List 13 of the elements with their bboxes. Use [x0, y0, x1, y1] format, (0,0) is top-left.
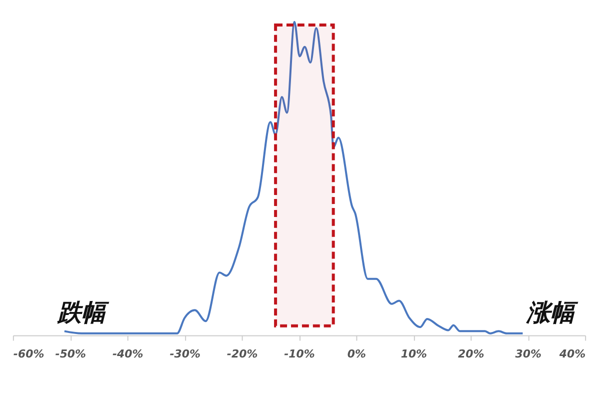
- x-tick-label: 0%: [347, 348, 366, 361]
- x-tick-label: -10%: [284, 348, 315, 361]
- x-tick-label: -20%: [226, 348, 258, 361]
- x-tick-label: 40%: [558, 348, 586, 361]
- x-tick-label: -30%: [170, 348, 200, 361]
- x-tick-label: -40%: [112, 348, 144, 361]
- annotation: 跌幅: [56, 298, 110, 326]
- x-tick-label: 20%: [458, 348, 484, 361]
- annotation: 涨幅: [526, 298, 579, 326]
- x-tick-label: -60%: [13, 348, 44, 361]
- x-tick-label: -50%: [55, 348, 86, 361]
- x-tick-label: 10%: [400, 348, 428, 361]
- x-tick-label: 30%: [515, 348, 542, 361]
